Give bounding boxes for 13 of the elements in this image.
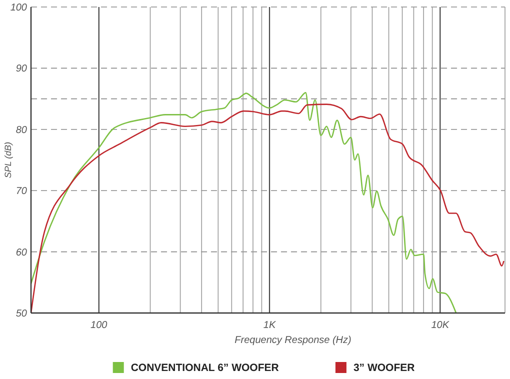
y-tick-label: 60: [16, 247, 28, 258]
x-tick-label: 1K: [263, 320, 277, 331]
x-tick-label: 100: [90, 320, 108, 331]
legend-label: 3” WOOFER: [353, 362, 416, 374]
y-tick-label: 70: [16, 186, 28, 198]
legend-label: CONVENTIONAL 6” WOOFER: [130, 362, 280, 374]
y-tick-label: 80: [16, 124, 28, 136]
x-axis-title: Frequency Response (Hz): [234, 335, 352, 346]
y-tick-label: 90: [16, 64, 28, 75]
y-tick-label: 50: [16, 308, 28, 320]
x-tick-label: 10K: [431, 320, 450, 331]
y-tick-label: 100: [10, 2, 28, 14]
y-axis-title: SPL (dB): [3, 142, 13, 178]
